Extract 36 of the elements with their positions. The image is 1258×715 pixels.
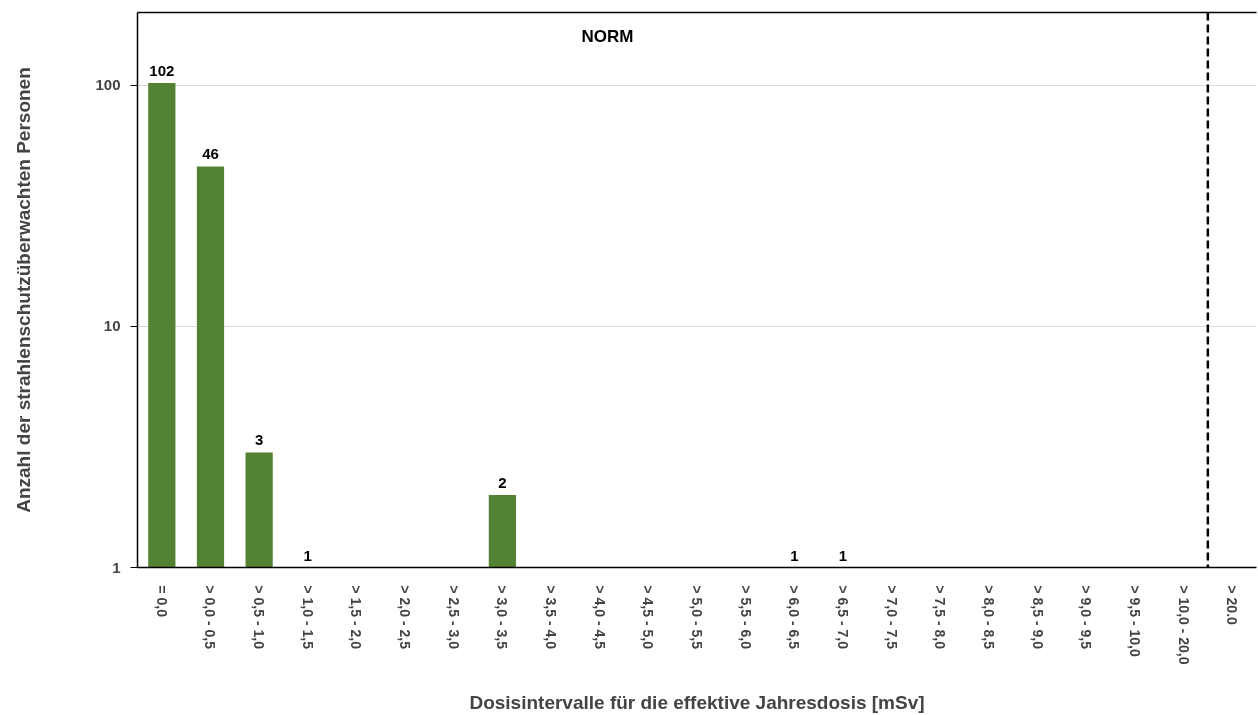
x-tick-label: > 3,0 - 3,5 bbox=[494, 585, 511, 650]
x-tick-label: > 4,5 - 5,0 bbox=[640, 585, 657, 650]
x-tick-label: > 9,5 - 10,0 bbox=[1126, 585, 1143, 657]
x-tick-label: > 2,5 - 3,0 bbox=[445, 585, 462, 650]
x-axis-title: Dosisintervalle für die effektive Jahresdosis [mSv] bbox=[469, 691, 925, 713]
x-tick-label: > 3,5 - 4,0 bbox=[543, 585, 560, 650]
text: NORM bbox=[581, 26, 634, 46]
x-tick-label: > 0,5 - 1,0 bbox=[251, 585, 268, 650]
data-label: 46 bbox=[202, 145, 219, 163]
data-label: 102 bbox=[149, 62, 175, 80]
data-label: 1 bbox=[838, 546, 848, 564]
y-tick-label: 100 bbox=[95, 76, 121, 94]
x-tick-label: > 8,0 - 8,5 bbox=[980, 585, 997, 650]
x-tick-label: > 6,0 - 6,5 bbox=[786, 585, 803, 650]
data-label: 1 bbox=[790, 546, 799, 564]
x-tick-label: > 5,0 - 5,5 bbox=[689, 585, 705, 650]
x-tick-label: > 10,0 - 20,0 bbox=[1175, 585, 1192, 665]
y-tick-label: 10 bbox=[103, 317, 121, 335]
data-label: 3 bbox=[254, 431, 264, 449]
y-axis-title: Anzahl der strahlenschutzüberwachten Personen bbox=[13, 67, 35, 513]
x-tick-label: > 1,0 - 1,5 bbox=[299, 585, 316, 650]
x-tick-label: > 7,0 - 7,5 bbox=[883, 585, 900, 650]
x-tick-label: = 0,0 bbox=[153, 585, 170, 618]
x-tick-label: > 20.0 bbox=[1224, 585, 1241, 626]
x-tick-label: > 0,0 - 0,5 bbox=[202, 585, 219, 650]
x-tick-label: > 4,0 - 4,5 bbox=[591, 585, 608, 650]
x-tick-label: > 5,5 - 6,0 bbox=[737, 585, 754, 650]
x-tick-label: > 1,5 - 2,0 bbox=[348, 585, 365, 650]
data-label: 1 bbox=[303, 546, 312, 564]
x-tick-label: > 9,0 - 9,5 bbox=[1078, 585, 1095, 650]
x-tick-label: > 6,5 - 7,0 bbox=[834, 585, 851, 650]
x-tick-label: > 7,5 - 8,0 bbox=[932, 585, 949, 650]
x-tick-label: > 2,0 - 2,5 bbox=[397, 585, 414, 650]
y-tick-label: 1 bbox=[112, 558, 121, 576]
x-tick-label: > 8,5 - 9,0 bbox=[1029, 585, 1046, 650]
data-label: 2 bbox=[498, 473, 507, 491]
